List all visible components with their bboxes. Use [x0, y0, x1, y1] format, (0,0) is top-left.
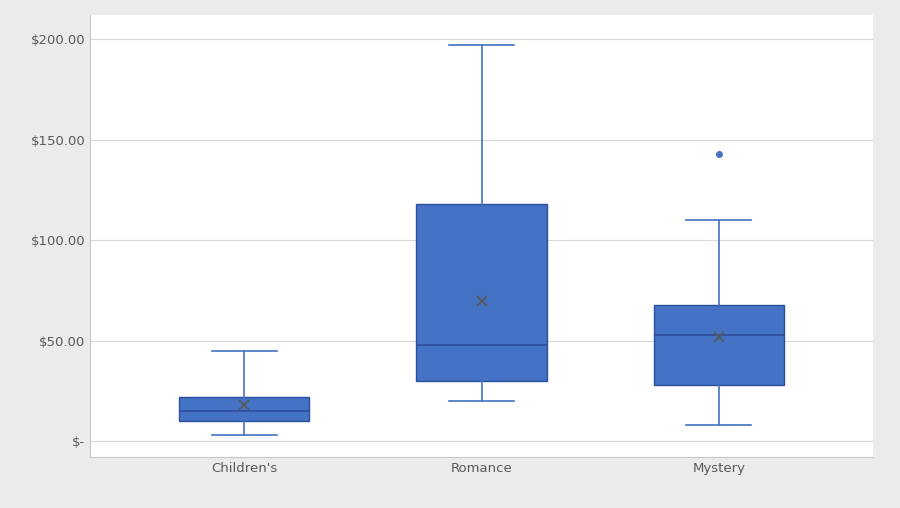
PathPatch shape — [179, 397, 310, 421]
PathPatch shape — [416, 204, 547, 381]
PathPatch shape — [653, 304, 784, 385]
